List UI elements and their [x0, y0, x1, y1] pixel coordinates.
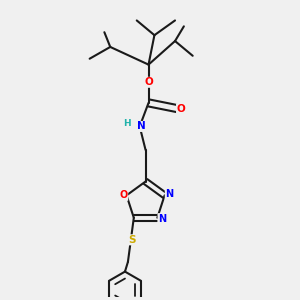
- Text: H: H: [123, 119, 130, 128]
- Text: N: N: [165, 190, 173, 200]
- Text: S: S: [128, 235, 136, 245]
- Text: O: O: [176, 104, 185, 114]
- Text: N: N: [137, 122, 146, 131]
- Text: N: N: [158, 214, 166, 224]
- Text: O: O: [144, 77, 153, 87]
- Text: O: O: [119, 190, 128, 200]
